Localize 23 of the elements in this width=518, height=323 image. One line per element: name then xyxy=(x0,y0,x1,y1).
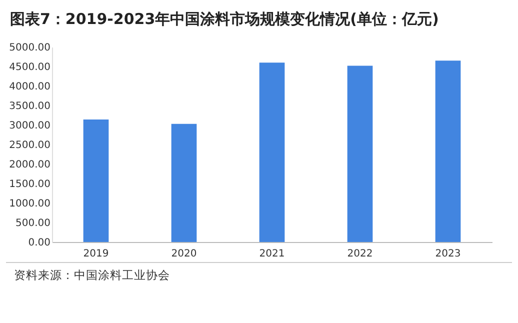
y-tick-label: 0.00 xyxy=(28,238,50,248)
y-tick-label: 3000.00 xyxy=(9,120,50,132)
y-tick-label: 1000.00 xyxy=(9,198,50,210)
y-tick-label: 2000.00 xyxy=(9,160,50,170)
x-tick-label: 2021 xyxy=(259,248,285,260)
x-tick-label: 2022 xyxy=(347,248,373,260)
bar xyxy=(259,62,285,242)
y-tick-label: 2500.00 xyxy=(9,140,50,151)
x-tick-label: 2019 xyxy=(83,248,109,260)
y-tick-label: 500.00 xyxy=(16,218,50,229)
y-tick-label: 1500.00 xyxy=(9,179,50,190)
y-tick-label: 4500.00 xyxy=(9,62,50,73)
bar xyxy=(83,120,109,242)
bar xyxy=(171,124,197,242)
x-tick-label: 2020 xyxy=(171,248,197,260)
chart-title: 图表7：2019-2023年中国涂料市场规模变化情况(单位：亿元) xyxy=(9,9,440,30)
bar xyxy=(347,66,373,242)
y-tick-label: 5000.00 xyxy=(9,42,50,54)
y-tick-label: 3500.00 xyxy=(9,101,50,112)
text: 资料来源：中国涂料工业协会 xyxy=(6,262,512,283)
y-tick-label: 4000.00 xyxy=(9,82,50,92)
x-tick-label: 2023 xyxy=(435,248,461,260)
bar xyxy=(435,60,461,242)
